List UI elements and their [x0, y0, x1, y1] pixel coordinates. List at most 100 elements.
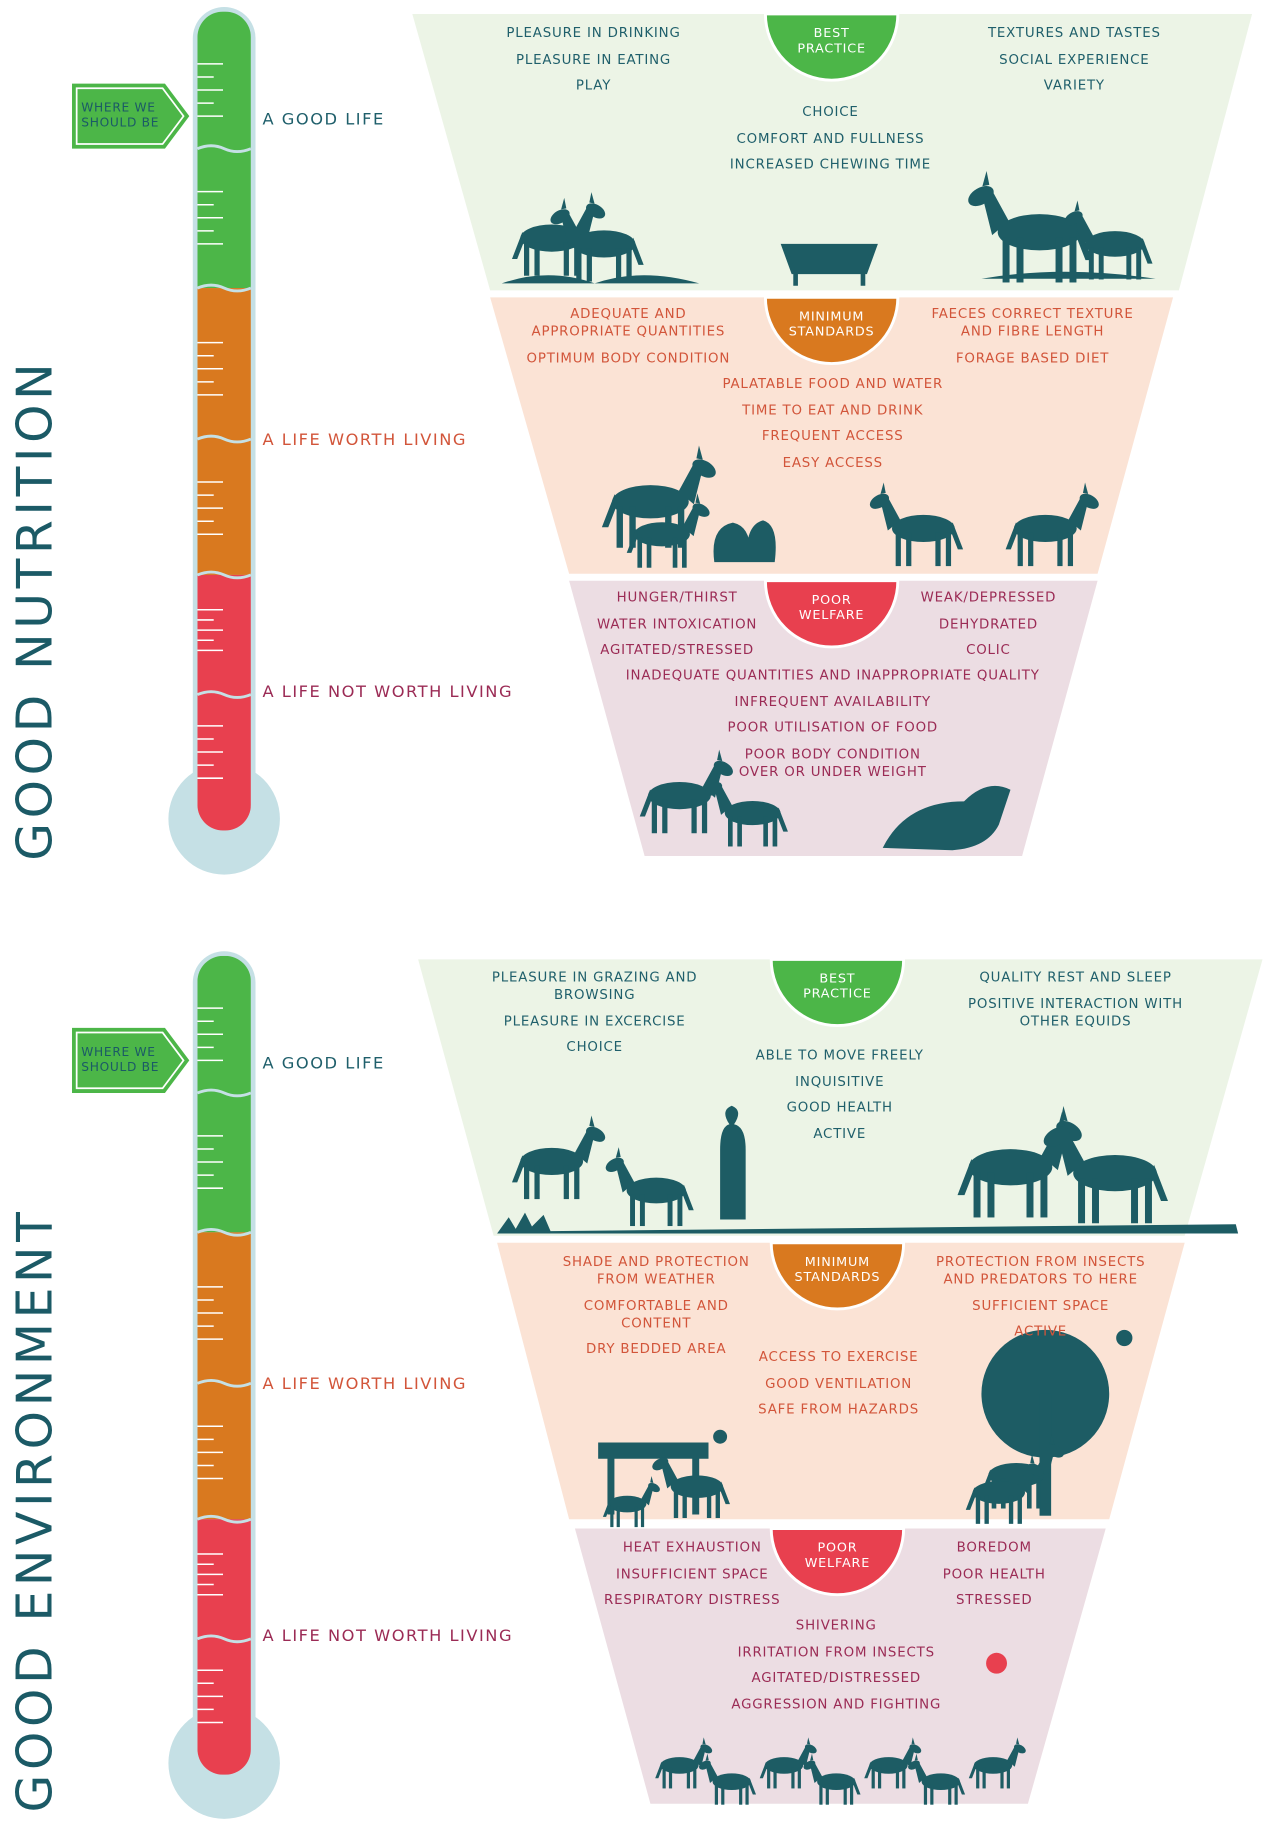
silhouette-part	[1073, 1155, 1157, 1191]
silhouette-part	[691, 800, 696, 833]
item-column: FAECES CORRECT TEXTURE AND FIBRE LENGTHF…	[916, 305, 1148, 366]
tier-item: TEXTURES AND TASTES	[988, 24, 1161, 41]
thermometer-segment	[197, 1232, 250, 1519]
tier-item: ADEQUATE AND APPROPRIATE QUANTITIES	[521, 305, 736, 340]
section-title: GOOD ENVIRONMENT	[6, 1207, 63, 1812]
silhouette-part	[902, 1768, 905, 1788]
tier-item: SOCIAL EXPERIENCE	[999, 51, 1149, 68]
scale-label: A LIFE WORTH LIVING	[262, 1375, 466, 1394]
silhouette-part	[1131, 1179, 1138, 1224]
silhouette-part	[637, 538, 642, 568]
silhouette-part	[1040, 1173, 1047, 1218]
tier-item: POSITIVE INTERACTION WITH OTHER EQUIDS	[959, 995, 1191, 1030]
tier-item: INCREASED CHEWING TIME	[730, 156, 931, 173]
marker-label: WHERE WE SHOULD BE	[81, 101, 168, 131]
tier-item: PLEASURE IN EATING	[516, 51, 671, 68]
badge-label: POOR WELFARE	[785, 592, 878, 622]
silhouette-part	[737, 817, 742, 847]
silhouette-part	[819, 1784, 822, 1804]
silhouette-part	[948, 1784, 951, 1804]
silhouette-part	[974, 1173, 981, 1218]
silhouette-part	[935, 533, 940, 566]
tier-item: POOR HEALTH	[943, 1565, 1046, 1582]
item-column: SHADE AND PROTECTION FROM WEATHERCOMFORT…	[540, 1253, 772, 1358]
silhouette-part	[791, 1768, 794, 1788]
silhouette-part	[640, 1194, 645, 1226]
tier-item: VARIETY	[1044, 77, 1105, 94]
thermometer-segment	[197, 288, 250, 575]
tier-item: INSUFFICIENT SPACE	[616, 1565, 769, 1582]
tier-item: ACTIVE	[1014, 1323, 1067, 1340]
infographic: GOOD NUTRITIONA GOOD LIFEA LIFE WORTH LI…	[0, 0, 1266, 1827]
thermometer-segment	[197, 575, 250, 831]
item-column: WEAK/DEPRESSED DEHYDRATED COLIC	[872, 589, 1104, 659]
silhouette-part	[878, 1768, 881, 1788]
silhouette-part	[574, 1166, 579, 1199]
tier-item: HUNGER/THIRST	[617, 589, 738, 606]
silhouette-part	[587, 248, 592, 281]
silhouette-part	[616, 248, 621, 281]
tier-item: GOOD VENTILATION	[765, 1375, 912, 1392]
silhouette-part	[826, 1784, 829, 1804]
silhouette-part	[1000, 1768, 1003, 1788]
silhouette-part	[924, 1784, 927, 1804]
tier-item: SUFFICIENT SPACE	[972, 1297, 1109, 1314]
silhouette-part	[608, 1496, 646, 1513]
silhouette-part	[610, 1507, 613, 1527]
silhouette-part	[728, 817, 733, 847]
silhouette-part	[677, 1194, 682, 1226]
silhouette-part	[896, 1768, 899, 1788]
tier-item: INADEQUATE QUANTITIES AND INAPPROPRIATE …	[626, 667, 1040, 684]
tier-item: PLEASURE IN GRAZING AND BROWSING	[487, 969, 702, 1004]
silhouette-part	[520, 1148, 583, 1175]
tier-item: DEHYDRATED	[939, 615, 1038, 632]
badge-label: BEST PRACTICE	[791, 971, 884, 1001]
silhouette-part	[683, 1490, 687, 1518]
tier-item: SHIVERING	[796, 1617, 877, 1634]
tier-item: ACCESS TO EXERCISE	[759, 1348, 919, 1365]
silhouette-part	[763, 817, 768, 847]
tier-item: POOR UTILISATION OF FOOD	[728, 719, 938, 736]
scale-label: A LIFE NOT WORTH LIVING	[262, 1627, 513, 1646]
silhouette-part	[767, 1768, 770, 1788]
item-column: PLEASURE IN GRAZING AND BROWSINGPLEASURE…	[479, 969, 711, 1056]
tier-item: COLIC	[966, 641, 1011, 658]
silhouette-part	[896, 533, 901, 566]
silhouette-part	[1078, 1179, 1085, 1224]
silhouette-part	[713, 1773, 751, 1790]
silhouette-part	[534, 1166, 539, 1199]
silhouette-part	[844, 1784, 847, 1804]
tier-item: ACTIVE	[813, 1125, 866, 1142]
silhouette-part	[798, 1768, 801, 1788]
tier-item: AGITATED/STRESSED	[600, 641, 754, 658]
tier-item: WEAK/DEPRESSED	[921, 589, 1057, 606]
silhouette-part	[773, 1768, 776, 1788]
tier-item: FREQUENT ACCESS	[762, 427, 904, 444]
tier-item: FAECES CORRECT TEXTURE AND FIBRE LENGTH	[925, 305, 1140, 340]
tier-item: WATER INTOXICATION	[597, 615, 757, 632]
silhouette-part	[627, 1178, 686, 1204]
item-column: HUNGER/THIRST WATER INTOXICATION AGITATED/…	[561, 589, 793, 659]
silhouette-part	[1018, 1496, 1022, 1524]
silhouette-part	[987, 1173, 994, 1218]
silhouette-part	[715, 1784, 718, 1804]
item-column: INADEQUATE QUANTITIES AND INAPPROPRIATE …	[612, 667, 1053, 780]
silhouette-part	[1145, 1179, 1152, 1224]
silhouette-part	[869, 1757, 907, 1774]
badge-label: MINIMUM STANDARDS	[785, 309, 878, 339]
tier-item: CHOICE	[566, 1038, 622, 1055]
silhouette-part	[617, 1507, 620, 1527]
tier-item: SAFE FROM HAZARDS	[758, 1401, 919, 1418]
tier-item: PALATABLE FOOD AND WATER	[722, 375, 943, 392]
silhouette-part	[906, 533, 911, 566]
tier-item: PLEASURE IN DRINKING	[506, 24, 680, 41]
silhouette-part	[673, 538, 678, 568]
silhouette-part	[660, 1757, 698, 1774]
silhouette-part	[872, 1768, 875, 1788]
scale-label: A LIFE NOT WORTH LIVING	[262, 683, 513, 702]
tier-item: POOR BODY CONDITION OVER OR UNDER WEIGHT	[722, 745, 943, 780]
tier-item: STRESSED	[956, 1591, 1033, 1608]
silhouette-part	[974, 1757, 1012, 1774]
